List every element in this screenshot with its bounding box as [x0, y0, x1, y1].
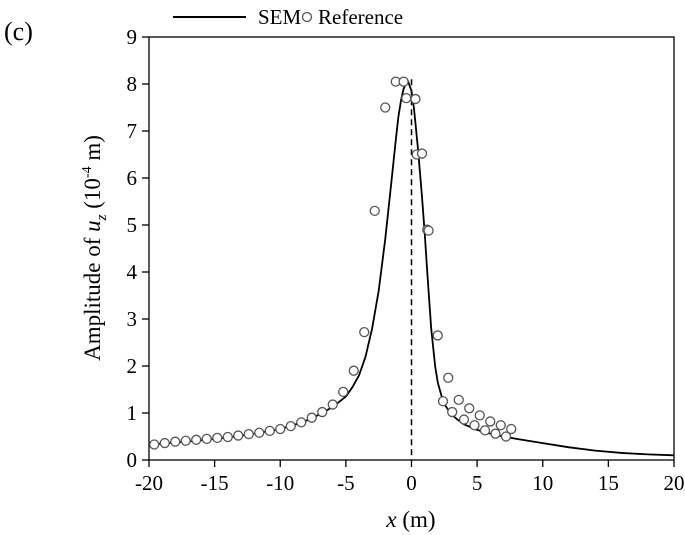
- y-axis-label-unit-exp: -4: [80, 166, 95, 178]
- y-axis-label-unit-close: m): [80, 135, 105, 166]
- y-axis-label-prefix: Amplitude of: [80, 232, 105, 361]
- reference-point: [398, 76, 409, 87]
- y-tick-label: 9: [127, 25, 138, 49]
- reference-point: [201, 433, 212, 445]
- reference-point: [432, 330, 443, 341]
- y-axis-label: Amplitude of uz (10-4 m): [80, 135, 110, 361]
- reference-point: [359, 327, 370, 338]
- reference-point: [469, 420, 480, 431]
- reference-point: [423, 225, 434, 236]
- legend-label-sem: SEM: [258, 5, 302, 29]
- reference-point: [485, 416, 496, 427]
- y-axis: 0 1 2 3 4 5 6 7 8 9: [127, 25, 149, 472]
- x-tick-label: 10: [532, 471, 553, 495]
- legend-marker-reference: [301, 11, 313, 23]
- reference-point: [180, 435, 191, 446]
- y-tick-label: 8: [127, 72, 138, 96]
- y-tick-label: 1: [127, 401, 138, 425]
- reference-point: [149, 439, 160, 450]
- reference-point: [401, 92, 412, 104]
- reference-point: [243, 428, 254, 440]
- x-tick-label: 20: [664, 471, 685, 495]
- reference-point: [338, 386, 349, 398]
- reference-point: [170, 436, 181, 447]
- y-axis-label-var: u: [80, 220, 105, 232]
- panel-label: (c): [4, 17, 33, 46]
- reference-point: [437, 396, 449, 407]
- x-tick-label: 0: [406, 471, 417, 495]
- reference-point: [369, 205, 380, 217]
- reference-point: [443, 372, 454, 383]
- reference-point: [306, 412, 317, 423]
- y-tick-label: 2: [127, 354, 138, 378]
- reference-point: [500, 431, 512, 442]
- x-tick-label: -20: [135, 471, 163, 495]
- reference-point: [506, 423, 517, 435]
- reference-point: [275, 423, 286, 435]
- reference-point: [222, 431, 233, 443]
- x-axis-label-unit: (m): [397, 507, 436, 532]
- reference-point: [264, 425, 275, 437]
- reference-point: [348, 365, 359, 376]
- y-axis-label-unit-open: (10: [80, 178, 105, 214]
- reference-point: [317, 406, 328, 418]
- x-tick-label: -15: [201, 471, 229, 495]
- reference-point: [233, 430, 244, 441]
- x-tick-label: 15: [598, 471, 619, 495]
- y-tick-label: 6: [127, 166, 138, 190]
- reference-point: [495, 420, 506, 431]
- series-line-sem: [148, 80, 675, 457]
- x-tick-label: 5: [472, 471, 483, 495]
- x-axis-label: x (m): [385, 507, 435, 532]
- y-tick-label: 3: [127, 307, 138, 331]
- y-axis-label-sub: z: [94, 214, 110, 221]
- reference-point: [285, 421, 296, 432]
- reference-point: [212, 432, 223, 444]
- reference-point: [380, 102, 391, 113]
- y-tick-label: 5: [127, 213, 138, 237]
- reference-point: [474, 410, 485, 421]
- reference-point: [453, 394, 464, 405]
- reference-point: [254, 427, 265, 438]
- x-axis: -20 -15 -10 -5 0 5 10 15 20: [135, 460, 685, 495]
- x-tick-label: -10: [266, 471, 294, 495]
- reference-point: [458, 414, 470, 425]
- x-axis-label-var: x: [385, 507, 397, 532]
- y-tick-label: 7: [127, 119, 138, 143]
- reference-point: [479, 425, 491, 436]
- series-markers-reference: [149, 76, 517, 450]
- reference-point: [159, 437, 170, 449]
- reference-point: [490, 428, 501, 439]
- x-tick-label: -5: [337, 471, 355, 495]
- reference-point: [296, 417, 307, 428]
- reference-point: [416, 148, 428, 159]
- reference-point: [191, 434, 202, 445]
- y-tick-label: 4: [127, 260, 138, 284]
- reference-point: [327, 399, 338, 410]
- legend-label-reference: Reference: [318, 5, 403, 29]
- legend: SEM Reference: [173, 5, 403, 29]
- reference-point: [464, 403, 475, 414]
- reference-point: [447, 406, 458, 418]
- y-tick-label: 0: [127, 448, 138, 472]
- reference-point: [410, 93, 421, 105]
